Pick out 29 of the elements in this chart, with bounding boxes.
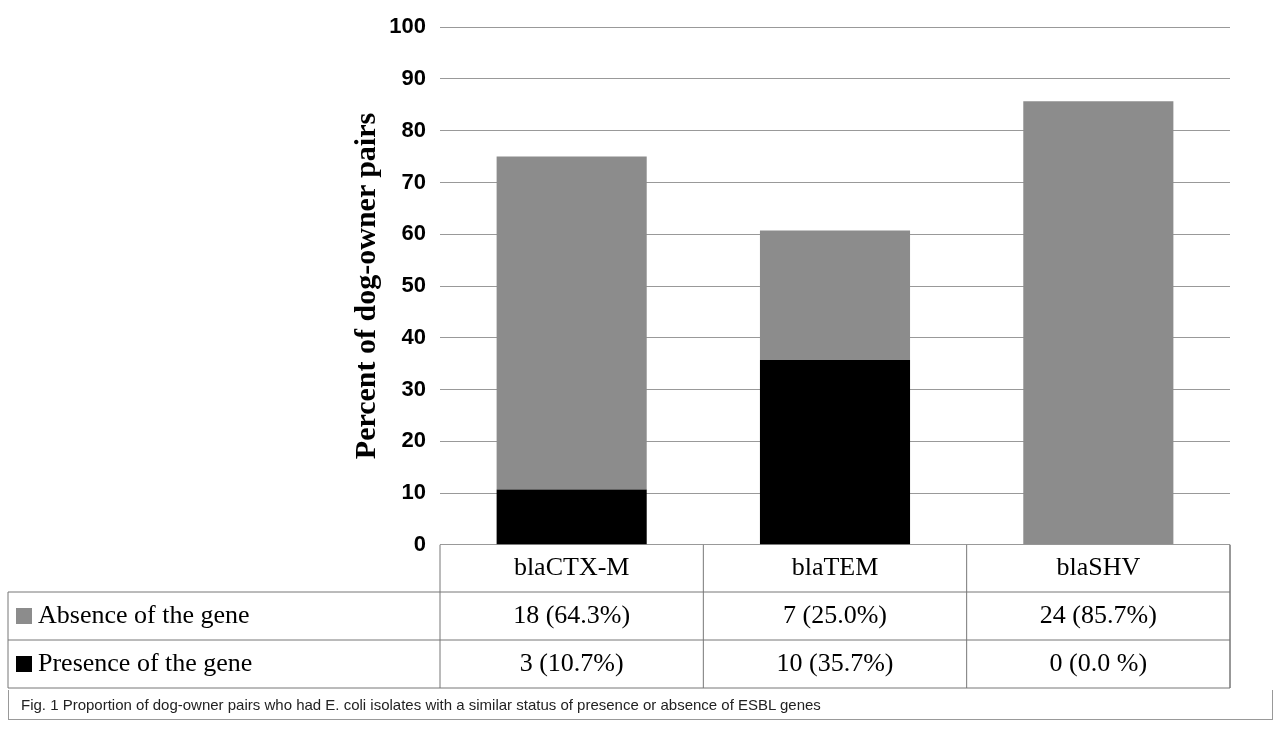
x-tick-label: blaCTX-M: [513, 552, 630, 582]
y-tick-label: 0: [413, 530, 426, 556]
y-axis-title: Percent of dog-owner pairs: [347, 112, 381, 460]
y-tick-label: 50: [401, 272, 426, 298]
y-tick-label: 70: [401, 168, 426, 194]
legend-label: Absence of the gene: [38, 599, 250, 629]
caption: Fig. 1 Proportion of dog-owner pairs who had E. coli isolates with a similar status of presence or absence of ESBL genes: [21, 696, 822, 713]
bar: [759, 360, 911, 545]
bar: [1023, 101, 1174, 545]
y-tick-label: 40: [401, 323, 426, 349]
bar: [759, 230, 911, 361]
data-label: 0 (0.0 %): [1049, 647, 1148, 677]
y-tick-label: 20: [401, 427, 426, 453]
data-label: 7 (25.0%): [783, 599, 887, 629]
data-label: 24 (85.7%): [1039, 599, 1157, 629]
legend-label: Presence of the gene: [38, 647, 253, 677]
bar: [496, 489, 647, 545]
data-label: 18 (64.3%): [513, 599, 631, 629]
x-tick-label: blaSHV: [1056, 552, 1141, 582]
y-tick-label: 80: [401, 116, 426, 142]
x-tick-label: blaTEM: [791, 552, 879, 582]
y-tick-label: 30: [401, 375, 426, 401]
data-label: 10 (35.7%): [776, 647, 894, 677]
y-tick-label: 90: [401, 65, 426, 91]
y-tick-label: 100: [389, 13, 426, 39]
data-label: 3 (10.7%): [519, 647, 624, 677]
y-tick-label: 10: [401, 479, 426, 505]
y-tick-label: 60: [401, 220, 426, 246]
bar: [496, 156, 647, 490]
